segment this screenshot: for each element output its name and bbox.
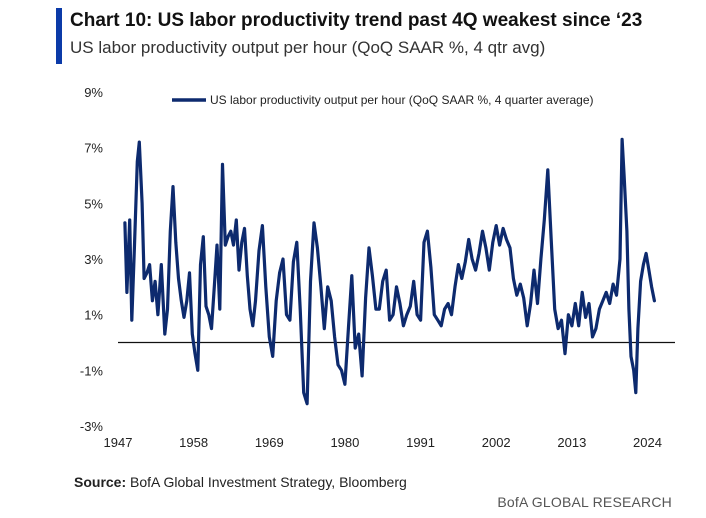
y-tick-label: 1% [84,308,103,323]
y-tick-label: 9% [84,85,103,100]
chart-subtitle: US labor productivity output per hour (Q… [70,38,546,57]
source-label: Source: [74,474,127,490]
x-tick-label: 1947 [104,435,133,450]
y-tick-label: 3% [84,252,103,267]
legend-label: US labor productivity output per hour (Q… [210,93,594,107]
x-axis-tick-labels: 1947 1958 1969 1980 1991 2002 2013 2024 [104,435,662,450]
title-accent-bar [56,8,62,64]
x-tick-label: 1958 [179,435,208,450]
y-axis-tick-labels: -3% -1% 1% 3% 5% 7% 9% [80,85,104,434]
source-note: Source: BofA Global Investment Strategy,… [74,474,407,490]
x-tick-label: 2002 [482,435,511,450]
x-tick-label: 1991 [406,435,435,450]
x-tick-label: 2013 [557,435,586,450]
series-group [123,137,656,406]
source-text: BofA Global Investment Strategy, Bloombe… [130,474,407,490]
y-tick-label: 5% [84,196,103,211]
x-tick-label: 2024 [633,435,662,450]
y-tick-label: 7% [84,141,103,156]
brand-footer: BofA GLOBAL RESEARCH [497,494,672,510]
x-tick-label: 1969 [255,435,284,450]
chart-title: Chart 10: US labor productivity trend pa… [70,10,643,31]
legend: US labor productivity output per hour (Q… [172,93,594,107]
series-line-productivity [123,137,656,406]
x-tick-label: 1980 [330,435,359,450]
y-tick-label: -3% [80,419,104,434]
y-tick-label: -1% [80,363,104,378]
